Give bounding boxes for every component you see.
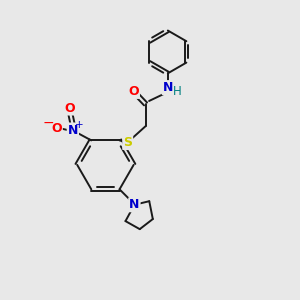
- Text: S: S: [123, 136, 132, 149]
- Text: −: −: [42, 116, 54, 130]
- Text: H: H: [173, 85, 182, 98]
- Text: N: N: [163, 81, 173, 94]
- Text: +: +: [74, 120, 83, 130]
- Text: O: O: [51, 122, 62, 135]
- Text: O: O: [64, 101, 75, 115]
- Text: N: N: [129, 198, 140, 211]
- Text: N: N: [68, 124, 78, 136]
- Text: O: O: [128, 85, 139, 98]
